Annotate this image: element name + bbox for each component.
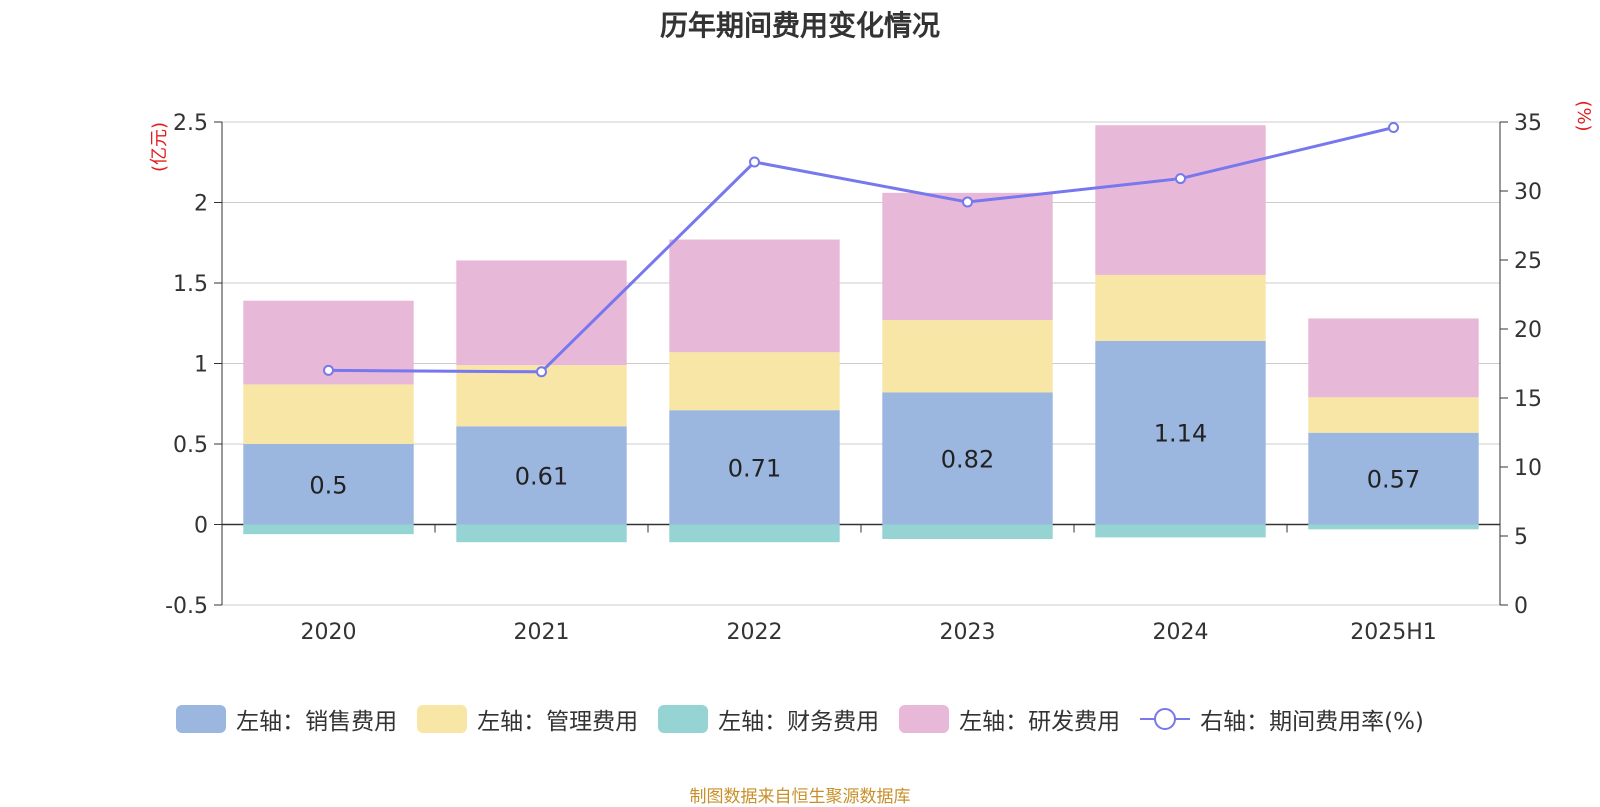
bar-2021 xyxy=(456,426,627,525)
data-label: 0.82 xyxy=(941,445,994,473)
rate-point xyxy=(749,156,760,168)
legend-label: 左轴：管理费用 xyxy=(477,709,639,735)
x-tick-label: 2025H1 xyxy=(1350,620,1437,645)
bar-2022 xyxy=(669,524,840,543)
rate-point xyxy=(536,366,547,378)
left-axis-unit: (亿元) xyxy=(149,122,170,172)
legend-swatch xyxy=(417,705,468,733)
legend-item[interactable]: 左轴：研发费用 xyxy=(899,702,1120,736)
left-tick-label: 1 xyxy=(194,353,208,378)
right-tick-label: 35 xyxy=(1514,111,1542,136)
right-tick-label: 30 xyxy=(1514,180,1542,205)
bar-2020 xyxy=(243,524,414,535)
bar-2022 xyxy=(669,410,840,525)
bar-2020 xyxy=(243,444,414,525)
rate-point xyxy=(323,364,334,376)
left-tick-label: 2 xyxy=(194,192,208,217)
bar-2022 xyxy=(669,352,840,411)
left-tick-label: -0.5 xyxy=(165,594,208,619)
bar-2021 xyxy=(456,524,627,543)
legend-swatch xyxy=(1140,708,1191,730)
rate-point xyxy=(1388,122,1399,134)
legend-item[interactable]: 右轴：期间费用率(%) xyxy=(1140,702,1424,736)
legend-label: 左轴：研发费用 xyxy=(959,709,1121,735)
x-tick-label: 2020 xyxy=(301,620,357,645)
data-label: 0.71 xyxy=(728,454,781,482)
rate-point xyxy=(1175,173,1186,185)
legend-label: 右轴：期间费用率(%) xyxy=(1200,709,1424,735)
bar-2024 xyxy=(1095,274,1266,341)
data-label: 1.14 xyxy=(1154,420,1207,448)
rate-line xyxy=(328,126,1394,374)
bar-2024 xyxy=(1095,340,1266,525)
data-label: 0.5 xyxy=(309,471,347,499)
left-tick-label: 0.5 xyxy=(173,433,208,458)
legend-swatch xyxy=(658,705,709,733)
bar-2023 xyxy=(882,192,1053,321)
bar-2025H1 xyxy=(1308,318,1479,398)
bar-2025H1 xyxy=(1308,524,1479,530)
bar-2025H1 xyxy=(1308,397,1479,433)
chart-title: 历年期间费用变化情况 xyxy=(659,9,940,42)
legend-label: 左轴：财务费用 xyxy=(718,709,880,735)
right-tick-label: 15 xyxy=(1514,387,1542,412)
rate-point xyxy=(962,196,973,208)
bar-2023 xyxy=(882,320,1053,393)
left-tick-label: 2.5 xyxy=(173,111,208,136)
legend-swatch xyxy=(176,705,227,733)
bar-2025H1 xyxy=(1308,432,1479,525)
legend-swatch xyxy=(899,705,950,733)
right-tick-label: 10 xyxy=(1514,456,1542,481)
right-tick-label: 0 xyxy=(1514,594,1528,619)
right-tick-label: 25 xyxy=(1514,249,1542,274)
legend: 左轴：销售费用 左轴：管理费用 左轴：财务费用 左轴：研发费用 右轴：期间费用率(%) xyxy=(0,702,1600,736)
bar-2020 xyxy=(243,384,414,444)
x-tick-label: 2022 xyxy=(727,620,783,645)
legend-label: 左轴：销售费用 xyxy=(236,709,398,735)
bar-2024 xyxy=(1095,125,1266,275)
data-label: 0.61 xyxy=(515,462,568,490)
left-tick-label: 1.5 xyxy=(173,272,208,297)
bar-2021 xyxy=(456,260,627,366)
bar-2024 xyxy=(1095,524,1266,538)
bar-2022 xyxy=(669,239,840,353)
chart-canvas: -0.5 0 0.5 1 1.5 2 2.5 0 5 10 15 20 25 30 35 (亿元) (%) 0.5… xyxy=(149,100,1594,645)
legend-item[interactable]: 左轴：财务费用 xyxy=(658,702,879,736)
x-tick-label: 2021 xyxy=(514,620,570,645)
right-tick-label: 5 xyxy=(1514,525,1528,550)
right-axis-unit: (%) xyxy=(1573,100,1594,131)
source-note: 制图数据来自恒生聚源数据库 xyxy=(689,787,911,807)
bar-2023 xyxy=(882,524,1053,539)
x-tick-label: 2024 xyxy=(1153,620,1209,645)
legend-item[interactable]: 左轴：管理费用 xyxy=(417,702,638,736)
left-tick-label: 0 xyxy=(194,514,208,539)
legend-item[interactable]: 左轴：销售费用 xyxy=(176,702,397,736)
right-tick-label: 20 xyxy=(1514,318,1542,343)
x-tick-label: 2023 xyxy=(940,620,996,645)
bar-2023 xyxy=(882,392,1053,525)
data-label: 0.57 xyxy=(1367,466,1420,494)
